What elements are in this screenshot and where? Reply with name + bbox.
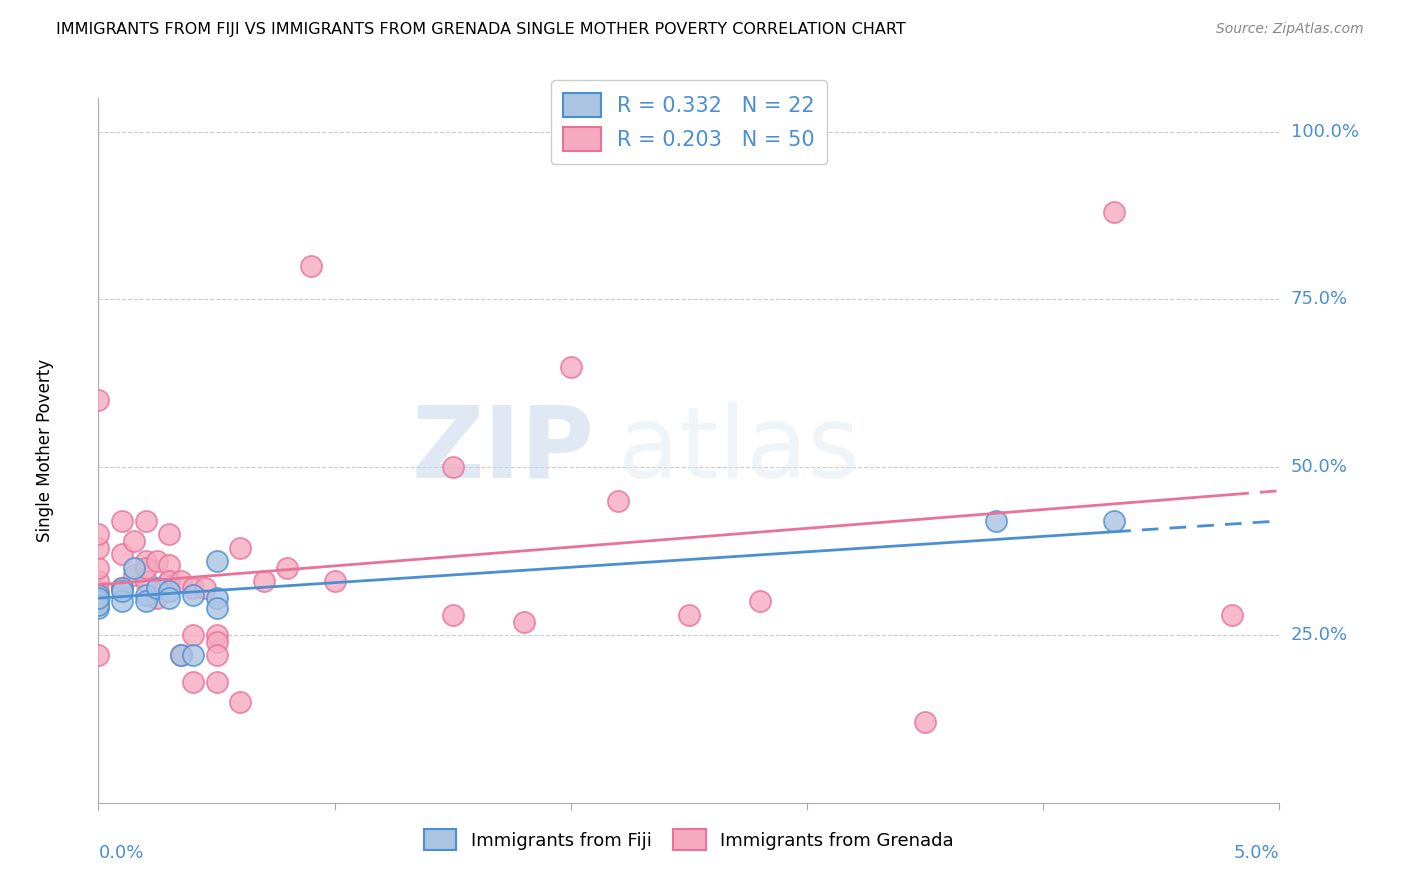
Point bbox=[87, 648, 110, 662]
Point bbox=[205, 628, 228, 642]
Point bbox=[441, 460, 464, 475]
Point bbox=[229, 695, 252, 709]
Point bbox=[323, 574, 346, 589]
Point bbox=[135, 514, 157, 528]
Point bbox=[122, 534, 145, 549]
Point bbox=[122, 561, 145, 575]
Point bbox=[181, 648, 204, 662]
Point bbox=[253, 574, 276, 589]
Point bbox=[87, 588, 110, 602]
Point bbox=[181, 588, 204, 602]
Point bbox=[748, 594, 770, 608]
Point bbox=[135, 594, 157, 608]
Point bbox=[111, 584, 134, 599]
Text: 50.0%: 50.0% bbox=[1291, 458, 1347, 476]
Point bbox=[87, 393, 110, 408]
Point bbox=[87, 598, 110, 612]
Point bbox=[146, 581, 169, 595]
Text: ZIP: ZIP bbox=[412, 402, 595, 499]
Point bbox=[146, 554, 169, 568]
Point bbox=[87, 591, 110, 606]
Point bbox=[87, 541, 110, 555]
Point bbox=[914, 715, 936, 730]
Point bbox=[157, 574, 180, 589]
Point bbox=[299, 259, 322, 273]
Point bbox=[205, 601, 228, 615]
Point bbox=[181, 628, 204, 642]
Text: 0.0%: 0.0% bbox=[98, 845, 143, 863]
Point bbox=[111, 581, 134, 595]
Point bbox=[1220, 607, 1243, 622]
Point bbox=[87, 584, 110, 599]
Point bbox=[111, 581, 134, 595]
Point bbox=[87, 594, 110, 608]
Point bbox=[205, 634, 228, 648]
Point bbox=[181, 581, 204, 595]
Point bbox=[157, 558, 180, 572]
Point bbox=[87, 561, 110, 575]
Point bbox=[157, 584, 180, 599]
Point bbox=[135, 588, 157, 602]
Point bbox=[181, 675, 204, 690]
Point bbox=[170, 648, 193, 662]
Text: 100.0%: 100.0% bbox=[1291, 123, 1358, 141]
Point bbox=[146, 591, 169, 606]
Point bbox=[87, 594, 110, 608]
Text: IMMIGRANTS FROM FIJI VS IMMIGRANTS FROM GRENADA SINGLE MOTHER POVERTY CORRELATIO: IMMIGRANTS FROM FIJI VS IMMIGRANTS FROM … bbox=[56, 22, 905, 37]
Text: 75.0%: 75.0% bbox=[1291, 291, 1348, 309]
Point bbox=[170, 574, 193, 589]
Point bbox=[157, 574, 180, 589]
Point bbox=[512, 615, 534, 629]
Point bbox=[984, 514, 1007, 528]
Point bbox=[111, 594, 134, 608]
Point bbox=[276, 561, 298, 575]
Point bbox=[678, 607, 700, 622]
Point bbox=[157, 591, 180, 606]
Text: Source: ZipAtlas.com: Source: ZipAtlas.com bbox=[1216, 22, 1364, 37]
Point bbox=[135, 554, 157, 568]
Point bbox=[170, 648, 193, 662]
Point bbox=[157, 527, 180, 541]
Point bbox=[205, 554, 228, 568]
Point bbox=[87, 574, 110, 589]
Point bbox=[560, 359, 582, 374]
Point bbox=[87, 601, 110, 615]
Point bbox=[111, 514, 134, 528]
Point bbox=[135, 574, 157, 589]
Text: Single Mother Poverty: Single Mother Poverty bbox=[37, 359, 55, 542]
Point bbox=[111, 548, 134, 562]
Point bbox=[205, 648, 228, 662]
Point bbox=[441, 607, 464, 622]
Point bbox=[194, 581, 217, 595]
Text: atlas: atlas bbox=[619, 402, 859, 499]
Text: 5.0%: 5.0% bbox=[1234, 845, 1279, 863]
Point bbox=[1102, 514, 1125, 528]
Point bbox=[135, 561, 157, 575]
Point bbox=[205, 675, 228, 690]
Point bbox=[87, 527, 110, 541]
Point bbox=[111, 581, 134, 595]
Point bbox=[205, 591, 228, 606]
Legend: Immigrants from Fiji, Immigrants from Grenada: Immigrants from Fiji, Immigrants from Gr… bbox=[416, 822, 962, 857]
Point bbox=[607, 493, 630, 508]
Point bbox=[1102, 205, 1125, 219]
Point bbox=[122, 567, 145, 582]
Text: 25.0%: 25.0% bbox=[1291, 626, 1348, 644]
Point bbox=[229, 541, 252, 555]
